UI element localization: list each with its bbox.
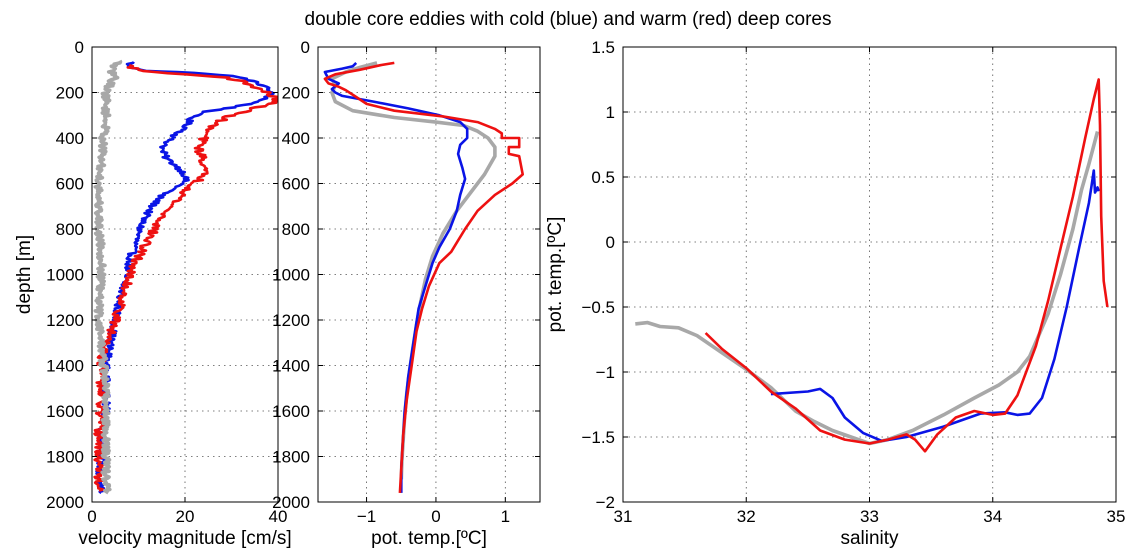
y-tick-label: 1200 <box>272 311 310 330</box>
x-tick-label: 31 <box>614 507 633 526</box>
x-tick-label: 0 <box>431 507 440 526</box>
y-tick-label: 1.5 <box>591 38 615 57</box>
y-tick-label: 200 <box>282 84 310 103</box>
y-tick-label: 0 <box>75 38 84 57</box>
y-tick-label: 800 <box>56 220 84 239</box>
y-tick-label: 2000 <box>272 493 310 512</box>
plot-area <box>623 47 1116 502</box>
x-tick-label: 1 <box>501 507 510 526</box>
x-tick-label: −1 <box>357 507 376 526</box>
y-tick-label: 1400 <box>272 357 310 376</box>
x-tick-label: 40 <box>269 507 288 526</box>
y-tick-label: 1000 <box>46 266 84 285</box>
y-tick-label: 600 <box>56 175 84 194</box>
y-tick-label: 2000 <box>46 493 84 512</box>
y-tick-label: −1 <box>596 363 615 382</box>
y-tick-label: 400 <box>282 129 310 148</box>
y-tick-label: 1800 <box>46 448 84 467</box>
x-axis-label: velocity magnitude [cm/s] <box>78 528 291 549</box>
y-tick-label: 0.5 <box>591 168 615 187</box>
y-tick-label: 400 <box>56 129 84 148</box>
y-tick-label: 600 <box>282 175 310 194</box>
plot-panel-1: 0 20 4002004006008001000120014001600180020… <box>14 38 292 549</box>
y-tick-label: 1 <box>606 103 615 122</box>
x-tick-label: 34 <box>983 507 1002 526</box>
figure-title: double core eddies with cold (blue) and … <box>304 9 832 30</box>
y-tick-label: −2 <box>596 493 615 512</box>
x-tick-label: 35 <box>1107 507 1126 526</box>
y-tick-label: 1600 <box>272 402 310 421</box>
plot-panel-3: 31 32 33 34 35 −2 −1.5 −1 −0.5 0 0.5 1 1.5 salinity po… <box>545 38 1125 549</box>
y-tick-label: 1200 <box>46 311 84 330</box>
x-tick-label: 33 <box>860 507 879 526</box>
y-tick-label: 800 <box>282 220 310 239</box>
y-tick-label: −1.5 <box>581 428 615 447</box>
y-tick-label: 0 <box>301 38 310 57</box>
y-tick-label: 1600 <box>46 402 84 421</box>
x-tick-label: 20 <box>176 507 195 526</box>
plot-panel-2: −1 0 1 0 200 400 600 800 1000 1200 1400 1600 1800 200… <box>272 38 541 549</box>
y-tick-label: 1400 <box>46 357 84 376</box>
y-tick-label: −0.5 <box>581 298 615 317</box>
series-line-red <box>323 61 524 493</box>
x-axis-label: salinity <box>840 528 899 549</box>
y-tick-label: 200 <box>56 84 84 103</box>
series-line-red <box>704 78 1109 453</box>
y-tick-label: 1800 <box>272 448 310 467</box>
y-axis-label: depth [m] <box>14 235 35 314</box>
y-axis-label: pot. temp.[ºC] <box>545 217 566 333</box>
x-tick-label: 0 <box>87 507 96 526</box>
x-tick-label: 32 <box>737 507 756 526</box>
series-line-gray <box>93 59 123 495</box>
x-axis-label: pot. temp.[ºC] <box>371 528 487 549</box>
series-line-blue <box>770 169 1100 443</box>
y-tick-label: 1000 <box>272 266 310 285</box>
y-tick-label: 0 <box>606 233 615 252</box>
